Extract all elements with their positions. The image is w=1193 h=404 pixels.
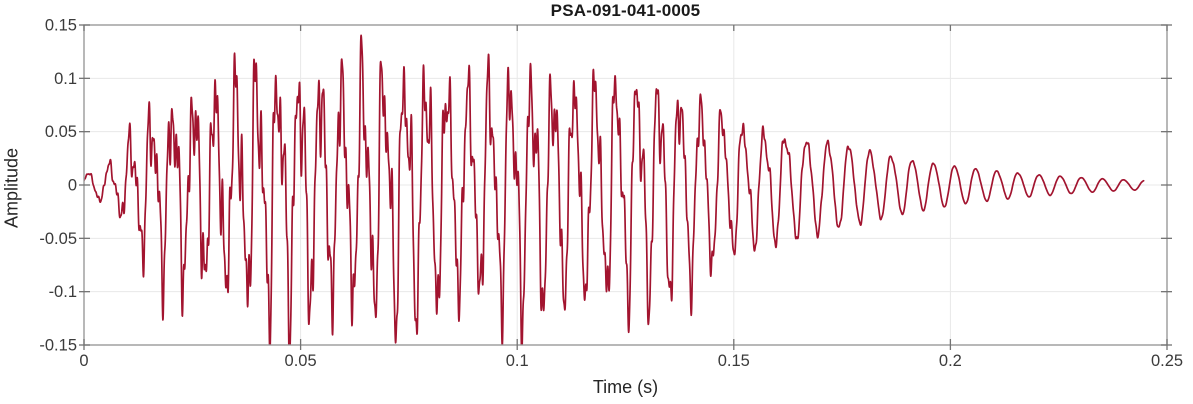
x-tick-label: 0.15 (718, 352, 750, 370)
x-tick-label: 0.05 (285, 352, 317, 370)
y-tick-label: 0 (68, 177, 77, 195)
y-tick-label: 0.05 (45, 123, 77, 141)
y-tick-label: 0.1 (54, 70, 77, 88)
x-tick-label: 0.1 (506, 352, 529, 370)
y-axis-label: Amplitude (1, 147, 22, 229)
gridlines (84, 25, 1167, 345)
x-tick-label: 0.25 (1151, 352, 1183, 370)
tick-marks (79, 24, 1172, 350)
waveform-group (84, 34, 1145, 345)
x-axis-label: Time (s) (592, 377, 659, 397)
y-tick-label: 0.15 (45, 17, 77, 35)
x-tick-label: 0.2 (939, 352, 962, 370)
y-tick-label: -0.15 (39, 337, 77, 355)
waveform-trace (84, 34, 1145, 345)
chart-title: PSA-091-041-0005 (550, 1, 701, 20)
y-tick-label: -0.05 (39, 230, 77, 248)
y-tick-label: -0.1 (49, 283, 77, 301)
tick-labels: 0 0.05 0.1 0.15 0.2 0.25 -0.15 -0.1 -0.05 0 0.05 0.… (39, 17, 1183, 371)
x-tick-label: 0 (79, 352, 88, 370)
